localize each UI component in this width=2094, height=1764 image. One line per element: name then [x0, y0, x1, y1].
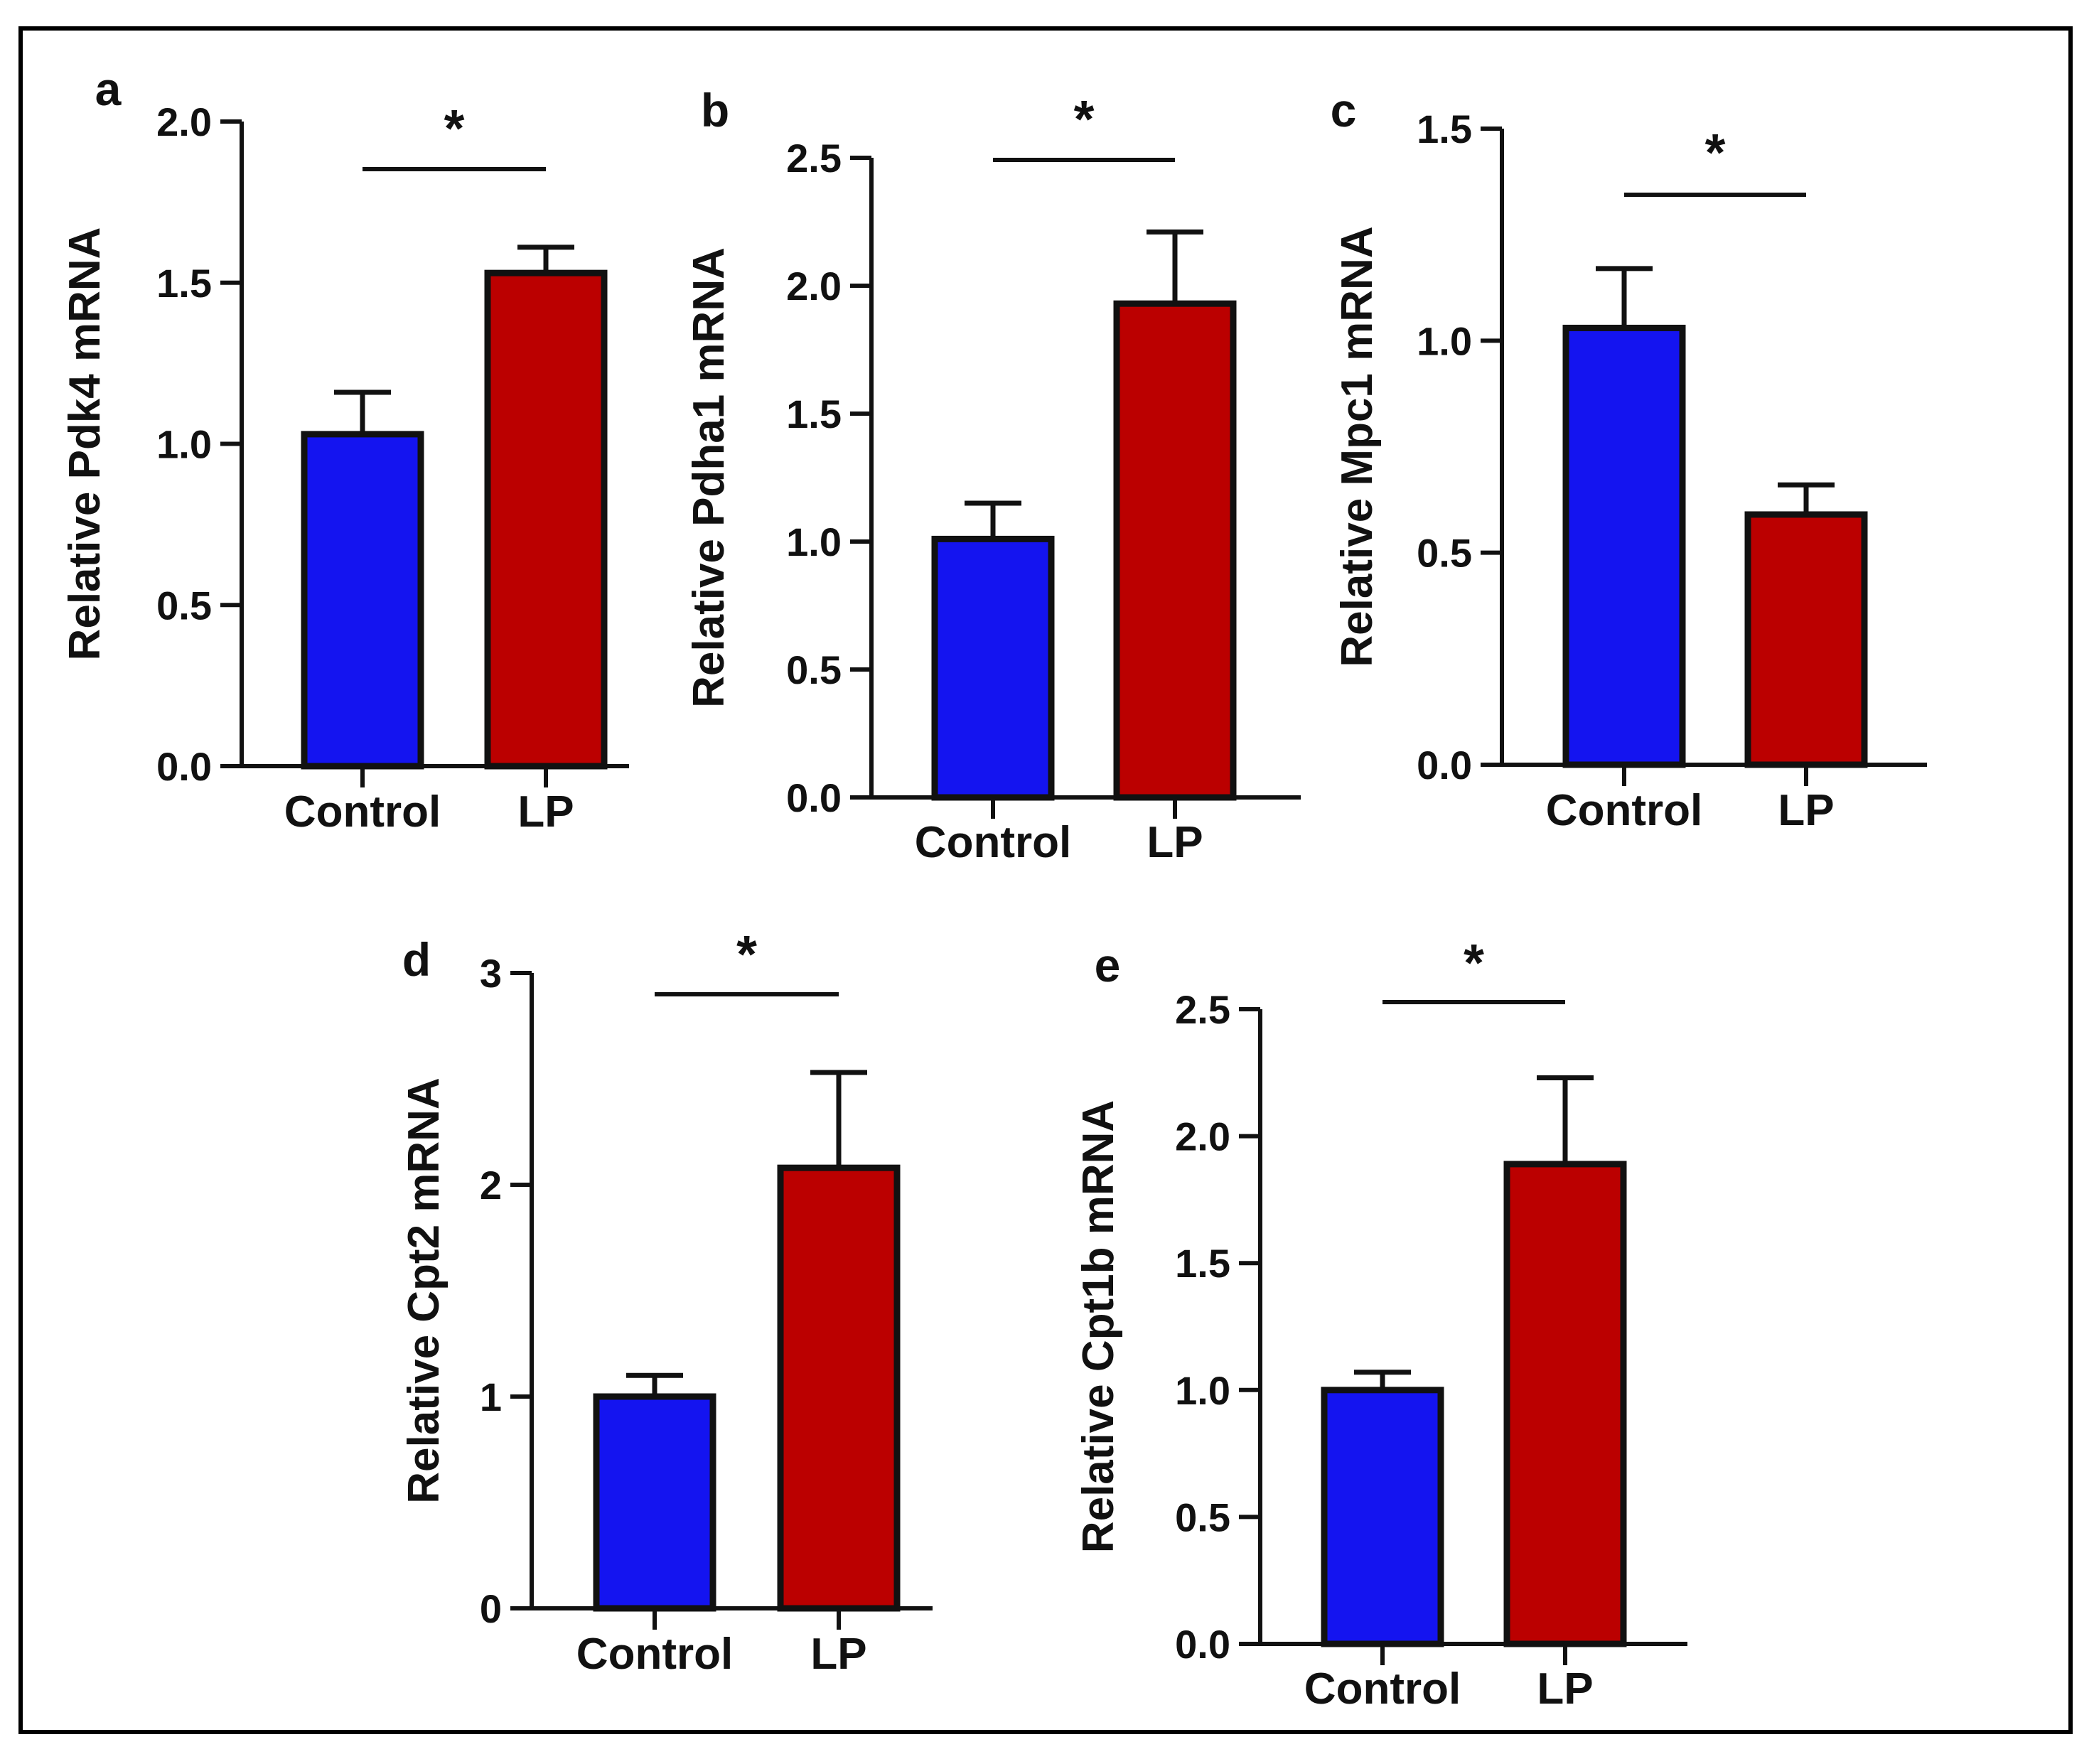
y-tick-label: 1.0: [1175, 1368, 1230, 1413]
y-axis-label: Relative Pdk4 mRNA: [60, 227, 109, 661]
panel-label: c: [1331, 84, 1357, 136]
category-label: LP: [1537, 1664, 1593, 1714]
category-label: LP: [1147, 818, 1203, 867]
y-tick-label: 0.0: [156, 744, 212, 789]
figure-frame: [18, 26, 2073, 1734]
category-label: LP: [810, 1630, 866, 1679]
significance-star: *: [444, 99, 465, 158]
y-tick-label: 1.5: [786, 392, 842, 436]
y-tick-label: 2.0: [1175, 1114, 1230, 1159]
y-tick-label: 2.5: [786, 136, 842, 181]
bar-lp: [1113, 300, 1237, 801]
panel-label: e: [1095, 939, 1121, 991]
y-axis-label: Relative Pdha1 mRNA: [684, 247, 734, 708]
significance-star: *: [1074, 90, 1095, 149]
y-tick-label: 0.0: [786, 775, 842, 820]
category-label: Control: [284, 787, 441, 837]
significance-star: *: [736, 925, 757, 984]
y-tick-label: 1: [480, 1375, 502, 1419]
y-axis-label: Relative Cpt2 mRNA: [399, 1077, 449, 1503]
y-tick-label: 2.0: [156, 100, 212, 144]
y-tick-label: 0.5: [156, 583, 212, 628]
y-tick-label: 0.5: [1175, 1495, 1230, 1539]
y-tick-label: 3: [480, 951, 502, 996]
y-tick-label: 2: [480, 1163, 502, 1208]
bar-lp: [1503, 1161, 1627, 1647]
y-axis-label: Relative Cpt1b mRNA: [1074, 1100, 1123, 1553]
panel-label: b: [701, 84, 729, 136]
y-tick-label: 2.5: [1175, 987, 1230, 1032]
category-label: Control: [576, 1630, 733, 1679]
category-label: Control: [915, 818, 1071, 867]
category-label: Control: [1304, 1664, 1461, 1714]
bar-lp: [484, 269, 608, 770]
y-tick-label: 0.5: [786, 647, 842, 692]
category-label: Control: [1546, 786, 1702, 835]
y-tick-label: 1.0: [786, 520, 842, 564]
panel-label: d: [402, 933, 431, 986]
category-label: LP: [1778, 786, 1834, 835]
bar-control: [1321, 1387, 1444, 1647]
y-tick-label: 0.0: [1417, 743, 1472, 787]
y-tick-label: 0: [480, 1586, 502, 1631]
y-tick-label: 0.0: [1175, 1622, 1230, 1667]
y-tick-label: 0.5: [1417, 531, 1472, 576]
y-axis-label: Relative Mpc1 mRNA: [1333, 226, 1382, 667]
category-label: LP: [517, 787, 574, 837]
y-tick-label: 1.0: [156, 422, 212, 467]
bar-lp: [777, 1164, 901, 1612]
bar-control: [301, 431, 424, 770]
y-tick-label: 2.0: [786, 264, 842, 308]
significance-star: *: [1464, 933, 1484, 992]
panel-label: a: [95, 63, 122, 115]
significance-star: *: [1705, 123, 1726, 182]
y-tick-label: 1.5: [1417, 107, 1472, 151]
y-tick-label: 1.5: [1175, 1241, 1230, 1286]
bar-control: [593, 1393, 716, 1612]
bar-control: [1562, 324, 1686, 768]
y-tick-label: 1.5: [156, 261, 212, 306]
y-tick-label: 1.0: [1417, 318, 1472, 363]
bar-lp: [1744, 511, 1868, 768]
bar-control: [931, 535, 1055, 801]
